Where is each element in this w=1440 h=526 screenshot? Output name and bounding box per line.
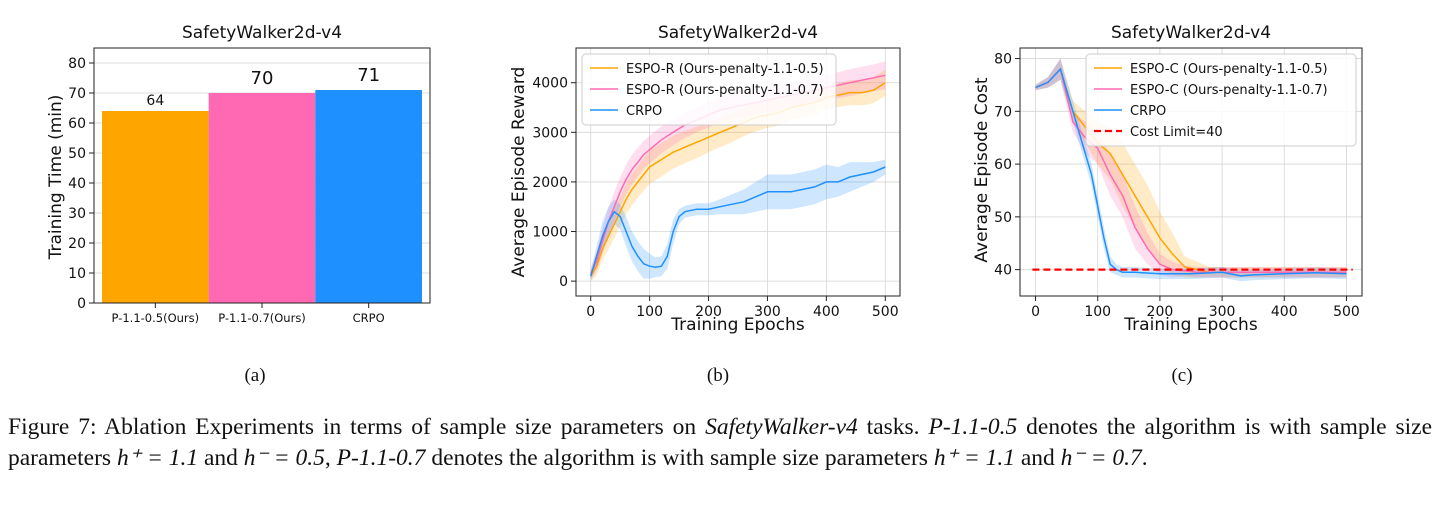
chart-c-ytick-label: 70 (994, 104, 1012, 120)
chart-b-series-line-2 (589, 166, 886, 277)
panel-label-a: (a) (244, 365, 265, 386)
caption-math: h⁻ = 0.7 (1060, 445, 1142, 471)
chart-b-xtick-label: 400 (813, 304, 840, 320)
chart-b-ytick-label: 3000 (532, 125, 568, 141)
chart-b-xlabel: Training Epochs (670, 315, 805, 335)
chart-a-ytick-label: 80 (68, 56, 86, 72)
chart-a-yticks: 0 10 20 30 40 50 60 70 80 (68, 56, 94, 312)
panel-label-c: (c) (1171, 365, 1192, 386)
chart-a-xtick-label: P-1.1-0.5(Ours) (112, 311, 200, 325)
chart-b-legend-box (581, 53, 837, 126)
chart-b-ytick-label: 2000 (532, 175, 568, 191)
panel-label-b: (b) (707, 365, 729, 386)
chart-b-legend-label: ESPO-R (Ours-penalty-1.1-0.7) (626, 83, 824, 98)
chart-a-xticks: P-1.1-0.5(Ours) P-1.1-0.7(Ours) CRPO (112, 303, 385, 325)
caption-text: and (198, 445, 244, 471)
chart-a-frame (93, 47, 431, 304)
chart-b-ytick-label: 1000 (532, 225, 568, 241)
chart-c-legend-label: ESPO-C (Ours-penalty-1.1-0.5) (1130, 62, 1328, 77)
chart-a-value-label: 71 (357, 65, 380, 86)
chart-a-ytick-label: 60 (68, 116, 86, 132)
chart-a-bars (102, 90, 422, 303)
chart-a-value-labels: 64 70 71 (146, 65, 380, 109)
chart-c-ytick-label: 50 (994, 210, 1012, 226)
chart-a-title: SafetyWalker2d-v4 (182, 23, 342, 43)
chart-b-legend-label: CRPO (626, 104, 662, 119)
chart-c-band-2 (1035, 58, 1347, 282)
chart-c-bands (1035, 58, 1347, 282)
chart-b-title: SafetyWalker2d-v4 (658, 23, 818, 43)
chart-a-bar (315, 90, 422, 303)
chart-c-legend-label: CRPO (1130, 104, 1166, 119)
figure: SafetyWalker2d-v4 Training Time (min) 0 1… (46, 23, 1363, 386)
chart-c-lines (1032, 67, 1353, 277)
chart-c-series-line-2 (1035, 67, 1347, 277)
chart-b-frame (575, 47, 901, 297)
chart-c-legend-label: ESPO-C (Ours-penalty-1.1-0.7) (1130, 83, 1328, 98)
chart-c-frame (1019, 47, 1363, 297)
chart-a-ytick-label: 0 (77, 296, 86, 312)
chart-a-xtick-label: CRPO (353, 311, 385, 325)
chart-c-xtick-label: 500 (1333, 304, 1360, 320)
caption-math: h⁺ = 1.1 (933, 445, 1015, 471)
chart-c-legend-box (1085, 53, 1357, 147)
chart-b-legend: ESPO-R (Ours-penalty-1.1-0.5) ESPO-R (Our… (581, 53, 837, 126)
chart-a-ytick-label: 70 (68, 86, 86, 102)
chart-b-ylabel: Average Episode Reward (509, 67, 529, 278)
chart-c-ytick-label: 80 (994, 52, 1012, 68)
chart-b-xtick-label: 300 (754, 304, 781, 320)
chart-b-ytick-label: 4000 (532, 76, 568, 92)
chart-b-xtick-label: 0 (586, 304, 595, 320)
chart-a-xtick-label: P-1.1-0.7(Ours) (218, 311, 306, 325)
chart-a-ytick-label: 40 (68, 176, 86, 192)
chart-c-xtick-label: 200 (1147, 304, 1174, 320)
chart-a-bar (102, 111, 209, 303)
caption-math: h⁺ = 1.1 (116, 445, 199, 471)
chart-c-xtick-label: 0 (1031, 304, 1040, 320)
chart-b-ytick-label: 0 (559, 274, 568, 290)
chart-a-ylabel: Training Time (min) (46, 95, 66, 261)
chart-c-series-line-1 (1035, 67, 1347, 274)
chart-c-ticks: 0 100 200 300 400 500 40 50 60 70 80 (994, 52, 1360, 320)
chart-b-xtick-label: 500 (872, 304, 899, 320)
caption-variant-a: P-1.1-0.5 (928, 414, 1018, 440)
figure-caption: Figure 7: Ablation Experiments in terms … (8, 412, 1432, 474)
caption-text: and (1014, 445, 1061, 471)
bar-chart-training-time: SafetyWalker2d-v4 Training Time (min) 0 1… (46, 23, 431, 325)
chart-c-ytick-label: 60 (994, 157, 1012, 173)
caption-text: , (324, 445, 337, 471)
chart-c-ylabel: Average Episode Cost (972, 77, 992, 263)
line-chart-reward: SafetyWalker2d-v4 Training Epochs Averag… (509, 23, 901, 335)
chart-c-band-0 (1035, 58, 1347, 278)
caption-text: tasks. (857, 414, 929, 440)
caption-text: denotes the algorithm is with sample siz… (425, 445, 934, 471)
caption-text: denotes the algorithm is with sample siz… (8, 414, 1433, 471)
chart-c-xlabel: Training Epochs (1123, 315, 1258, 335)
caption-math: h⁻ = 0.5 (243, 445, 325, 471)
chart-b-xtick-label: 100 (636, 304, 663, 320)
chart-a-ytick-label: 10 (68, 266, 86, 282)
caption-variant-b: P-1.1-0.7 (336, 445, 426, 471)
line-chart-cost: SafetyWalker2d-v4 Training Epochs Averag… (972, 23, 1363, 335)
chart-a-value-label: 70 (251, 68, 274, 89)
chart-c-xtick-label: 100 (1084, 304, 1111, 320)
chart-b-band-2 (590, 159, 886, 282)
chart-a-ytick-label: 30 (68, 206, 86, 222)
chart-a-value-label: 64 (146, 93, 164, 109)
chart-a-ytick-label: 50 (68, 146, 86, 162)
chart-c-title: SafetyWalker2d-v4 (1111, 23, 1271, 43)
caption-task-name: SafetyWalker-v4 (705, 414, 858, 440)
chart-c-legend-label: Cost Limit=40 (1130, 125, 1223, 140)
chart-c-xtick-label: 400 (1271, 304, 1298, 320)
chart-a-bar (208, 93, 316, 303)
chart-a-ytick-label: 20 (68, 236, 86, 252)
chart-b-ticks: 0 100 200 300 400 500 0 1000 2000 3000 4000 (532, 76, 898, 320)
chart-c-legend: ESPO-C (Ours-penalty-1.1-0.5) ESPO-C (Our… (1085, 53, 1357, 147)
chart-c-xtick-label: 300 (1209, 304, 1236, 320)
chart-c-ytick-label: 40 (994, 263, 1012, 279)
chart-b-legend-label: ESPO-R (Ours-penalty-1.1-0.5) (626, 62, 824, 77)
chart-b-xtick-label: 200 (695, 304, 722, 320)
caption-text: Figure 7: Ablation Experiments in terms … (8, 414, 706, 440)
caption-text: . (1141, 445, 1148, 471)
